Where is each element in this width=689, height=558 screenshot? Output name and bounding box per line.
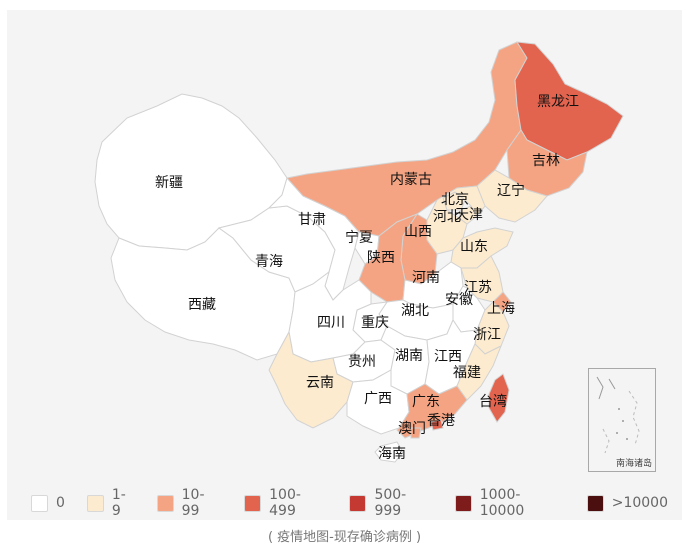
label-ningxia: 宁夏 [345,230,373,246]
label-hubei: 湖北 [401,303,429,319]
label-liaoning: 辽宁 [497,183,525,199]
label-jiangxi: 江西 [434,349,462,365]
legend-swatch [244,494,262,512]
legend-label: 100-499 [269,487,301,519]
legend-label: 0 [56,495,65,511]
legend-swatch [31,494,48,512]
label-macau: 澳门 [398,421,426,437]
legend-label: >10000 [611,495,668,511]
legend-label: 500-999 [374,487,407,519]
province-liaoning[interactable] [476,169,548,223]
label-sichuan: 四川 [317,315,345,331]
legend-swatch [86,494,104,512]
label-tianjin: 天津 [455,207,483,223]
label-guangxi: 广西 [364,391,392,407]
label-gansu: 甘肃 [298,212,326,228]
label-chongqing: 重庆 [361,315,389,331]
china-map [94,41,624,463]
legend-swatch [454,494,472,512]
label-neimenggu: 内蒙古 [390,172,432,188]
legend: 0 1-9 10-99 100-499 500-999 1000-10000 >10000 [31,487,682,519]
legend-item[interactable]: >10000 [586,494,668,512]
label-hunan: 湖南 [395,348,423,364]
legend-item[interactable]: 1-9 [86,487,135,519]
label-guizhou: 贵州 [348,354,376,370]
label-shanxi: 山西 [404,224,432,240]
label-anhui: 安徽 [445,292,473,308]
legend-label: 10-99 [181,487,205,519]
label-shaanxi: 陕西 [367,250,395,266]
label-heilongjiang: 黑龙江 [537,94,579,110]
legend-swatch [156,494,174,512]
legend-item[interactable]: 500-999 [349,487,432,519]
label-qinghai: 青海 [255,254,283,270]
label-beijing: 北京 [441,192,469,208]
label-hainan: 海南 [378,446,406,462]
province-taiwan[interactable] [488,373,510,423]
label-henan: 河南 [412,270,440,286]
legend-item[interactable]: 10-99 [156,487,223,519]
legend-item[interactable]: 100-499 [244,487,327,519]
legend-label: 1000-10000 [479,487,525,519]
province-tianjin[interactable] [458,205,478,225]
map-panel: 新疆 西藏 青海 甘肃 内蒙古 黑龙江 吉林 辽宁 北京 天津 河北 山西 宁夏… [7,10,682,520]
province-macau[interactable] [410,427,422,439]
label-jilin: 吉林 [532,153,560,169]
label-zhejiang: 浙江 [473,327,501,343]
province-hainan[interactable] [374,441,404,463]
label-fujian: 福建 [453,365,481,381]
label-shanghai: 上海 [487,301,515,317]
label-hebei: 河北 [433,209,461,225]
label-jiangsu: 江苏 [464,280,492,296]
label-yunnan: 云南 [306,375,334,391]
legend-item[interactable]: 0 [31,494,65,512]
label-hongkong: 香港 [427,413,455,429]
map-caption: ( 疫情地图-现存确诊病例 ) [267,530,422,545]
label-xizang: 西藏 [188,297,216,313]
legend-item[interactable]: 1000-10000 [454,487,565,519]
label-shandong: 山东 [460,239,488,255]
inset-label: 南海诸岛 [615,459,652,469]
label-guangdong: 广东 [412,394,440,410]
south-china-sea-inset: 南海诸岛 [588,368,656,472]
legend-swatch [349,494,367,512]
province-hongkong[interactable] [430,419,444,431]
inset-islands [596,376,640,454]
label-taiwan: 台湾 [479,394,507,410]
legend-swatch [586,494,604,512]
legend-label: 1-9 [111,487,126,519]
label-xinjiang: 新疆 [155,175,183,191]
